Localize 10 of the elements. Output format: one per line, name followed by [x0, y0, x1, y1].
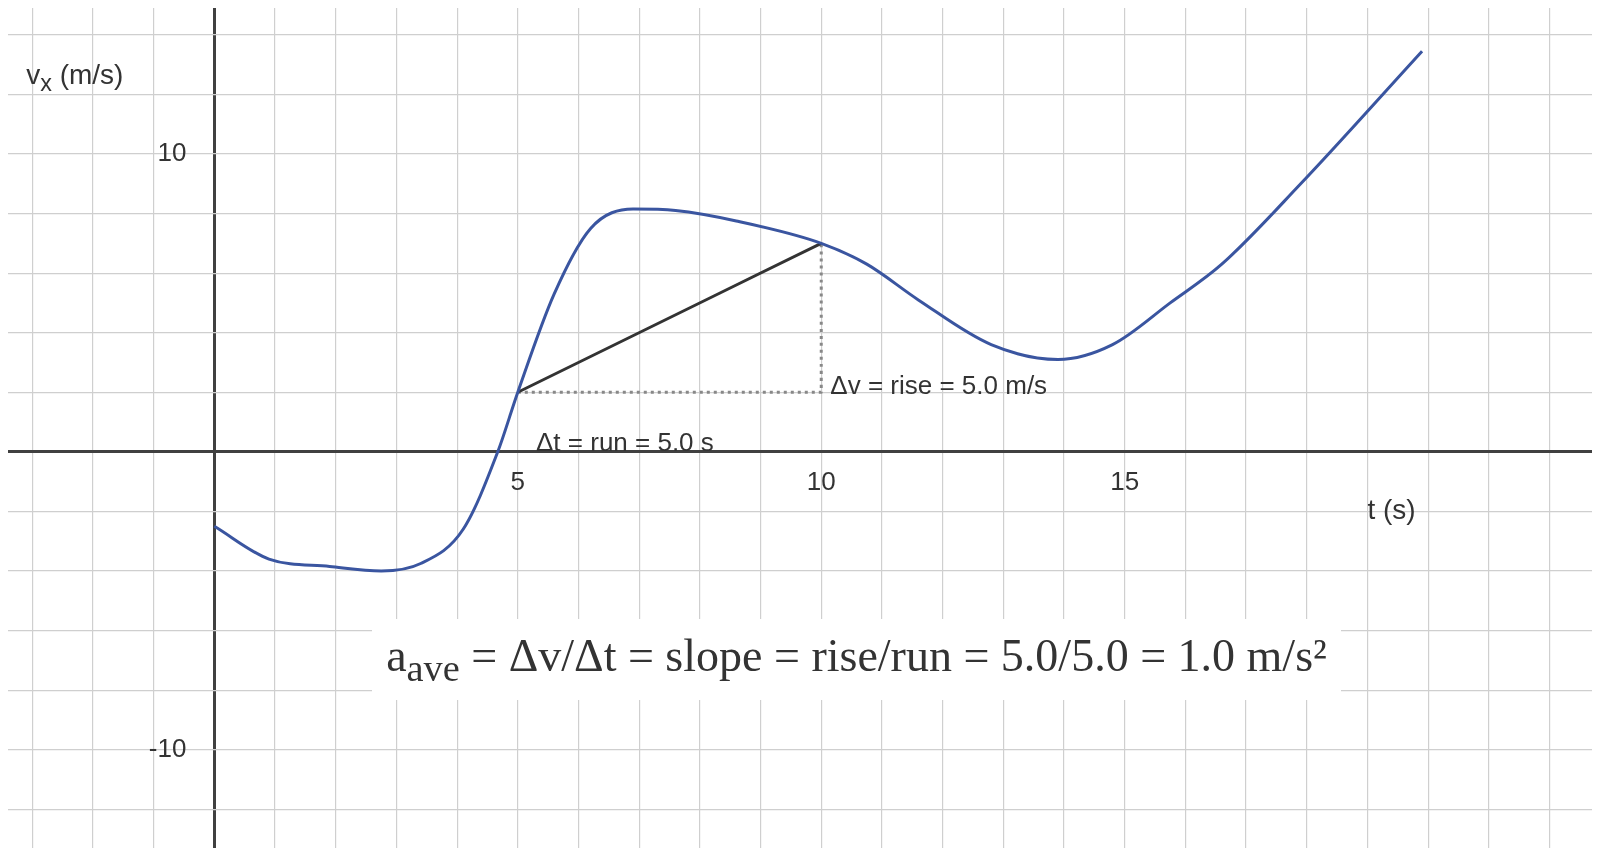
y-tick-label: -10	[148, 732, 187, 763]
x-axis-title: t (s)	[1367, 493, 1416, 526]
y-axis-title: v$_{x}$ (m/s)	[26, 58, 124, 97]
annotation: a$_{ave}$ = Δv/Δt = slope = rise/run = 5.0/5.0 = 1.0 m/s²	[372, 618, 1341, 700]
annotation: Δt = run = 5.0 s	[536, 426, 714, 458]
line-series	[212, 49, 1424, 573]
annotation: Δv = rise = 5.0 m/s	[830, 369, 1048, 401]
x-tick-label: 15	[1110, 466, 1140, 496]
x-tick-label: 10	[806, 466, 836, 496]
x-tick-label: 5	[510, 466, 526, 496]
